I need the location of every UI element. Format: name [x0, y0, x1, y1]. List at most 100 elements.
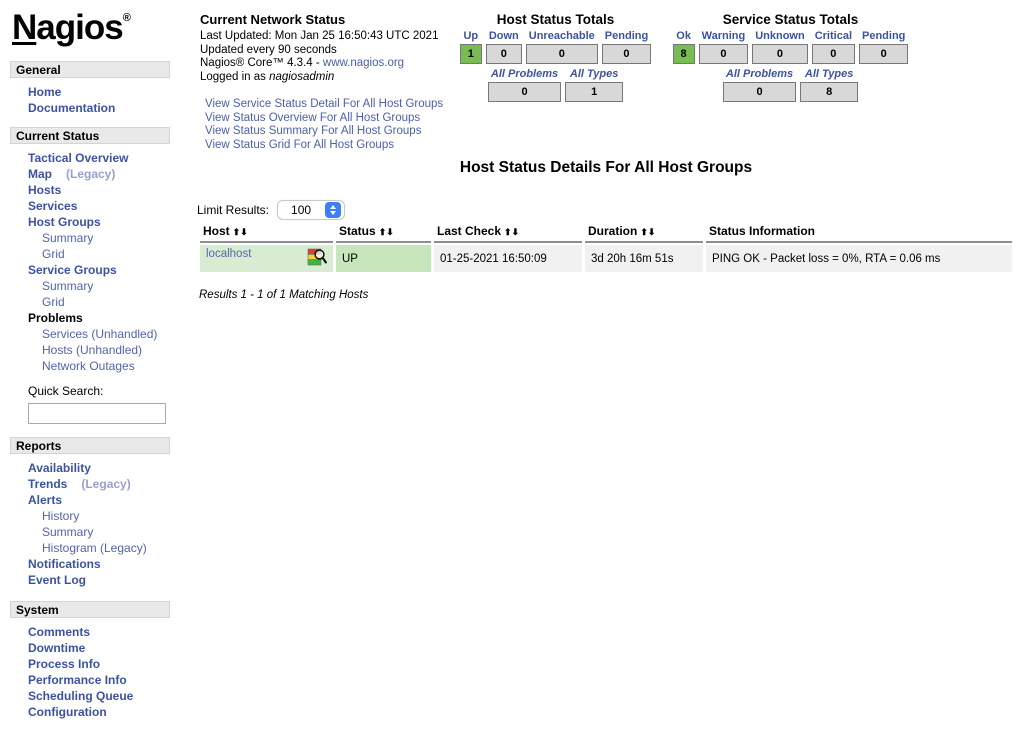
view-status-overview-link[interactable]: View Status Overview For All Host Groups	[205, 111, 421, 124]
service-totals-header-critical[interactable]: Critical	[814, 30, 852, 42]
sidebar-item-performance-info[interactable]: Performance Info	[28, 673, 127, 687]
status-header-label: Status	[339, 224, 376, 238]
host-totals-header-pending[interactable]: Pending	[604, 30, 649, 42]
host-totals-all-problems-label[interactable]: All Problems	[490, 68, 559, 80]
service-totals-all-problems-label[interactable]: All Problems	[725, 68, 794, 80]
host-totals-up-count[interactable]: 1	[459, 44, 482, 64]
service-totals-header-pending[interactable]: Pending	[862, 30, 906, 42]
section-header-reports: Reports	[10, 437, 170, 454]
host-totals-header-unreachable[interactable]: Unreachable	[528, 30, 595, 42]
service-totals-ok-count[interactable]: 8	[672, 44, 695, 64]
quick-search-label: Quick Search:	[28, 384, 104, 398]
host-totals-all-types-label[interactable]: All Types	[569, 68, 619, 80]
column-header-status-information: Status Information	[706, 222, 1012, 243]
sidebar-item-alerts[interactable]: Alerts	[28, 493, 63, 507]
logged-in-prefix: Logged in as	[200, 70, 270, 83]
sidebar-item-alerts-histogram-legacy[interactable]: Histogram (Legacy)	[42, 541, 147, 555]
host-extinfo-icon[interactable]	[307, 248, 327, 269]
service-totals-header-warning[interactable]: Warning	[701, 30, 746, 42]
sidebar-item-configuration[interactable]: Configuration	[28, 705, 107, 719]
general-nav: Home Documentation	[10, 78, 170, 116]
service-totals-header-ok[interactable]: Ok	[676, 30, 691, 42]
version-line: Nagios® Core™ 4.3.4 - www.nagios.org	[200, 57, 470, 71]
status-cell: UP	[336, 245, 431, 272]
sidebar-item-notifications[interactable]: Notifications	[28, 557, 101, 571]
service-totals-critical-count[interactable]: 0	[811, 44, 855, 64]
sidebar-item-hosts[interactable]: Hosts	[28, 183, 62, 197]
view-status-summary-link[interactable]: View Status Summary For All Host Groups	[205, 125, 422, 137]
host-cell: localhost	[200, 245, 333, 272]
service-totals-warning-count[interactable]: 0	[698, 44, 749, 64]
limit-results-label: Limit Results:	[197, 203, 270, 217]
sidebar-item-host-groups-summary[interactable]: Summary	[42, 231, 94, 245]
sidebar-item-trends-row: Trends (Legacy)	[10, 476, 170, 492]
host-totals-down-count[interactable]: 0	[485, 44, 522, 64]
sidebar-item-tactical-overview[interactable]: Tactical Overview	[28, 151, 129, 165]
sort-host-asc-icon[interactable]: ⬆	[232, 227, 241, 237]
sidebar-item-host-groups-grid[interactable]: Grid	[42, 247, 65, 261]
sidebar-item-availability[interactable]: Availability	[28, 461, 91, 475]
sidebar-item-alerts-summary[interactable]: Summary	[42, 525, 94, 539]
host-totals-all-types-count[interactable]: 1	[565, 82, 624, 102]
sidebar-item-downtime[interactable]: Downtime	[28, 641, 86, 655]
sort-status-asc-icon[interactable]: ⬆	[378, 227, 387, 237]
service-totals-all-types-label[interactable]: All Types	[804, 68, 854, 80]
service-totals-header-unknown[interactable]: Unknown	[755, 30, 805, 42]
sidebar-item-services[interactable]: Services	[28, 199, 78, 213]
sidebar-item-event-log[interactable]: Event Log	[28, 573, 87, 587]
network-status-title: Current Network Status	[200, 12, 346, 27]
sort-host-desc-icon[interactable]: ⬇	[240, 227, 248, 237]
view-links: View Service Status Detail For All Host …	[200, 98, 470, 152]
sidebar-item-documentation[interactable]: Documentation	[28, 101, 116, 115]
sort-last-check-asc-icon[interactable]: ⬆	[504, 227, 512, 237]
sidebar-item-hosts-unhandled[interactable]: Hosts (Unhandled)	[42, 343, 143, 357]
sidebar-item-map[interactable]: Map	[28, 167, 52, 181]
sidebar-item-service-groups[interactable]: Service Groups	[28, 263, 117, 277]
sort-status-desc-icon[interactable]: ⬇	[386, 227, 394, 237]
column-header-host: Host ⬆⬇	[200, 222, 333, 243]
service-totals-pending-count[interactable]: 0	[859, 44, 909, 64]
duration-cell: 3d 20h 16m 51s	[585, 245, 703, 272]
sidebar-item-scheduling-queue[interactable]: Scheduling Queue	[28, 689, 134, 703]
sidebar-item-alerts-history[interactable]: History	[42, 509, 80, 523]
sidebar-item-network-outages[interactable]: Network Outages	[42, 359, 135, 373]
status-information-cell: PING OK - Packet loss = 0%, RTA = 0.06 m…	[706, 245, 1012, 272]
host-totals-unreachable-count[interactable]: 0	[525, 44, 598, 64]
last-updated: Last Updated: Mon Jan 25 16:50:43 UTC 20…	[200, 30, 439, 42]
section-header-system: System	[10, 601, 170, 618]
host-totals-all-problems-count[interactable]: 0	[487, 82, 562, 102]
service-totals-unknown-count[interactable]: 0	[752, 44, 808, 64]
limit-results-select[interactable]: 100	[277, 200, 346, 220]
nagios-org-link[interactable]: www.nagios.org	[322, 57, 405, 69]
sidebar-item-trends[interactable]: Trends	[28, 477, 68, 491]
service-totals-all-problems-count[interactable]: 0	[722, 82, 797, 102]
view-service-status-detail-link[interactable]: View Service Status Detail For All Host …	[205, 98, 444, 110]
logo-letter-n: N	[12, 8, 37, 47]
sidebar-item-home[interactable]: Home	[28, 85, 62, 99]
sidebar-item-host-groups[interactable]: Host Groups	[28, 215, 101, 229]
sort-duration-desc-icon[interactable]: ⬇	[647, 227, 656, 237]
view-status-grid-link[interactable]: View Status Grid For All Host Groups	[205, 138, 394, 151]
column-header-status: Status ⬆⬇	[336, 222, 431, 243]
host-totals-pending-count[interactable]: 0	[601, 44, 652, 64]
service-totals-all-types-count[interactable]: 8	[800, 82, 859, 102]
sidebar-item-comments[interactable]: Comments	[28, 625, 91, 639]
host-link[interactable]: localhost	[206, 248, 252, 260]
select-stepper-icon	[325, 202, 342, 218]
sidebar-item-process-info[interactable]: Process Info	[28, 657, 101, 671]
sidebar-label-problems: Problems	[28, 311, 83, 325]
sidebar-item-service-groups-grid[interactable]: Grid	[42, 295, 65, 309]
sidebar-item-map-row: Map (Legacy)	[10, 166, 170, 182]
sort-duration-asc-icon[interactable]: ⬆	[640, 227, 648, 237]
host-totals-header-up[interactable]: Up	[463, 30, 479, 42]
host-totals-grid: Up Down Unreachable Pending 1 0 0 0	[456, 28, 655, 66]
sidebar-item-services-unhandled[interactable]: Services (Unhandled)	[42, 327, 158, 341]
table-header-row: Host ⬆⬇ Status ⬆⬇ Last Check ⬆⬇ Duration ⬆⬇ …	[200, 222, 1012, 243]
sidebar-item-service-groups-summary[interactable]: Summary	[42, 279, 94, 293]
host-totals-header-down[interactable]: Down	[488, 30, 519, 42]
sidebar-item-map-legacy[interactable]: (Legacy)	[66, 167, 116, 181]
sidebar-item-trends-legacy[interactable]: (Legacy)	[81, 477, 131, 491]
host-header-label: Host	[203, 224, 230, 238]
quick-search-input[interactable]	[28, 403, 166, 424]
sort-last-check-desc-icon[interactable]: ⬇	[511, 227, 520, 237]
